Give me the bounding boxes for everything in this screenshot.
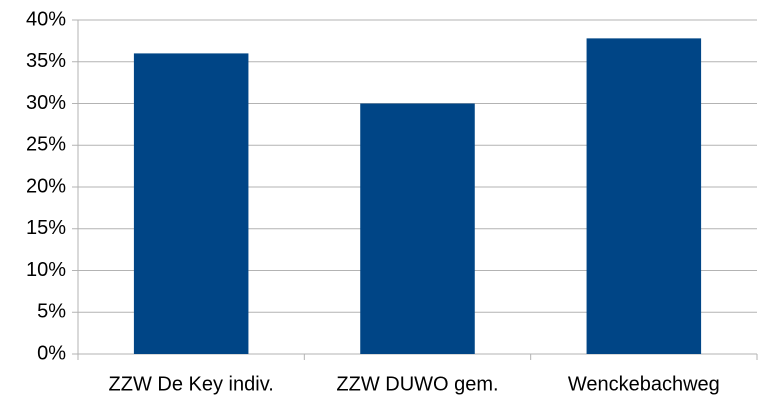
x-tick-label: ZZW De Key indiv. <box>109 373 274 395</box>
bar <box>586 38 702 355</box>
y-tick-label: 40% <box>26 8 66 30</box>
y-tick-label: 20% <box>26 175 66 197</box>
y-tick-label: 5% <box>37 301 66 323</box>
bar <box>133 53 249 355</box>
y-tick-label: 0% <box>37 342 66 364</box>
y-tick-label: 15% <box>26 217 66 239</box>
x-tick-label: ZZW DUWO gem. <box>336 373 498 395</box>
x-tick-label: Wenckebachweg <box>568 373 720 395</box>
y-tick-label: 10% <box>26 259 66 281</box>
y-tick-label: 30% <box>26 92 66 114</box>
y-tick-label: 35% <box>26 50 66 72</box>
y-tick-label: 25% <box>26 134 66 156</box>
bar <box>360 103 475 354</box>
